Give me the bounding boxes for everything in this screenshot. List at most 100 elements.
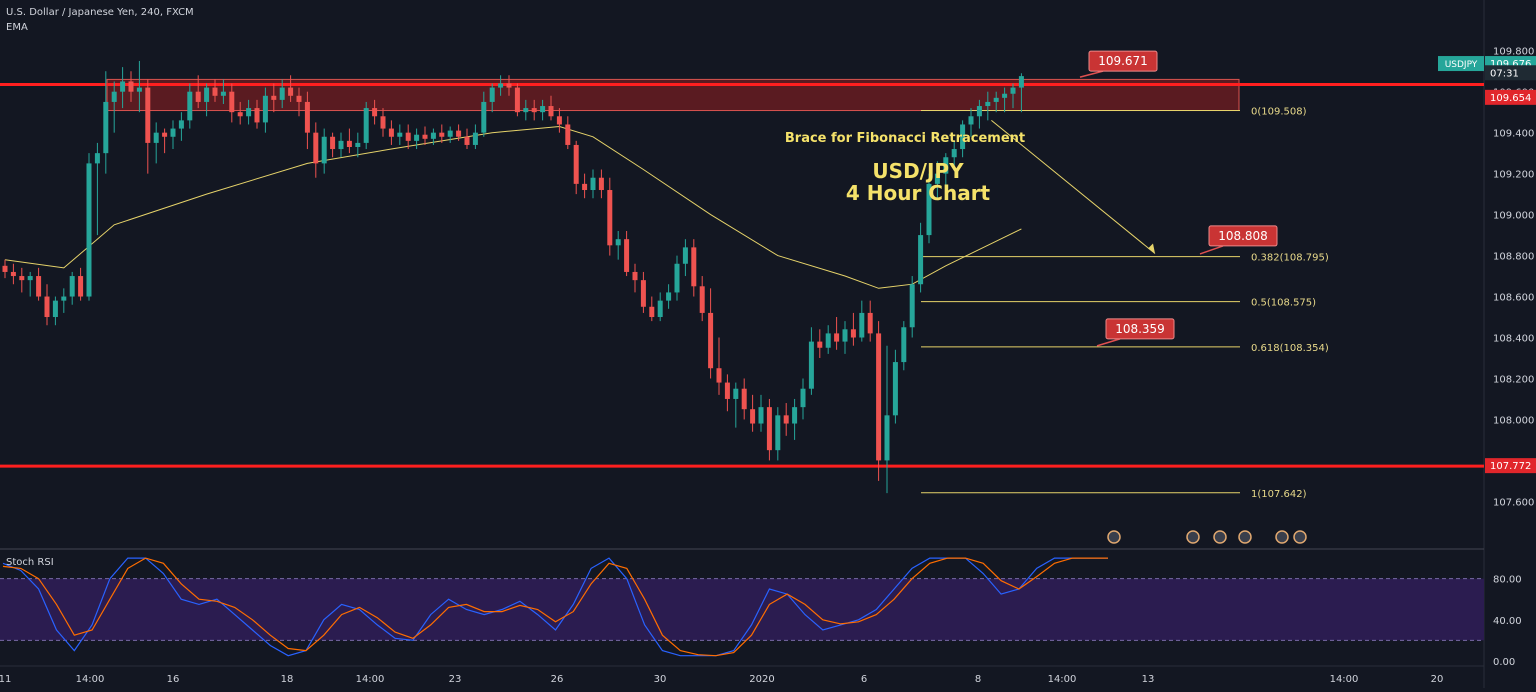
- candle-body: [153, 132, 159, 143]
- candle-body: [346, 140, 352, 147]
- x-tick-label: 14:00: [1330, 674, 1359, 685]
- x-tick-label: 11: [0, 674, 11, 685]
- headline-line-2: 4 Hour Chart: [846, 181, 991, 205]
- candle-body: [733, 388, 739, 399]
- candle-body: [405, 132, 411, 141]
- candle-body: [271, 95, 277, 100]
- price-tag-value: 07:31: [1490, 68, 1519, 79]
- candle-body: [111, 91, 117, 102]
- candle-body: [993, 97, 999, 102]
- candle-body: [506, 83, 512, 88]
- price-tag: [1485, 89, 1536, 105]
- candle-body: [582, 183, 588, 191]
- stoch-tick-label: 0.00: [1493, 657, 1515, 668]
- symbol-tag-label: USDJPY: [1445, 60, 1478, 70]
- event-flag-icon: [1213, 530, 1227, 544]
- y-tick-label: 107.600: [1493, 497, 1534, 508]
- x-tick-label: 6: [861, 674, 867, 685]
- candle-body: [750, 409, 756, 424]
- candle-body: [926, 183, 932, 236]
- event-flag-icon: [1107, 530, 1121, 544]
- fib-level-label: 0.382(108.795): [1251, 253, 1329, 264]
- candle-body: [607, 190, 613, 246]
- candle-body: [136, 87, 142, 92]
- candle-body: [2, 265, 8, 272]
- candle-body: [909, 284, 915, 328]
- x-tick-label: 14:00: [356, 674, 385, 685]
- callout-box: [1105, 318, 1175, 340]
- candle-body: [481, 101, 487, 133]
- candle-body: [19, 276, 25, 281]
- candle-body: [220, 91, 226, 96]
- candle-body: [808, 341, 814, 389]
- candle-body: [422, 134, 428, 139]
- candle-body: [523, 108, 529, 113]
- candle-body: [246, 108, 252, 117]
- candle-body: [61, 296, 67, 301]
- candle-body: [212, 87, 218, 96]
- candle-body: [1002, 93, 1008, 98]
- candle-body: [128, 81, 134, 92]
- x-tick-label: 14:00: [1048, 674, 1077, 685]
- candle-body: [976, 106, 982, 117]
- candle-body: [649, 306, 655, 318]
- candle-body: [262, 95, 268, 123]
- x-tick-label: 14:00: [76, 674, 105, 685]
- candle-body: [960, 124, 966, 150]
- candle-body: [27, 276, 33, 281]
- candle-body: [456, 130, 462, 137]
- stoch-d-line: [2, 557, 1108, 657]
- candle-body: [556, 116, 562, 125]
- callout-pointer: [1096, 338, 1121, 347]
- candle-body: [598, 177, 604, 191]
- retracement-arrow-head: [1148, 243, 1155, 254]
- x-tick-label: 2020: [749, 674, 774, 685]
- price-tag-value: 107.772: [1490, 461, 1531, 472]
- price-tag: [1485, 458, 1536, 474]
- candle-body: [565, 124, 571, 145]
- y-tick-label: 109.000: [1493, 211, 1534, 222]
- candle-body: [313, 132, 319, 164]
- candle-body: [380, 116, 386, 129]
- candle-body: [825, 333, 831, 348]
- event-flag-icon: [1186, 530, 1200, 544]
- x-tick-label: 20: [1431, 674, 1444, 685]
- candle-body: [758, 407, 764, 424]
- candle-body: [766, 407, 772, 451]
- candle-body: [338, 140, 344, 150]
- callout-label: 108.808: [1218, 229, 1268, 243]
- fib-level-label: 0.618(108.354): [1251, 343, 1329, 354]
- candle-body: [682, 247, 688, 264]
- fib-level-label: 0.5(108.575): [1251, 298, 1316, 309]
- candle-body: [573, 144, 579, 184]
- candle-body: [834, 333, 840, 342]
- event-flag-icon: [1293, 530, 1307, 544]
- candle-body: [498, 83, 504, 88]
- candle-body: [783, 415, 789, 424]
- ema-line: [4, 125, 1022, 289]
- candle-body: [52, 300, 58, 318]
- candle-body: [288, 87, 294, 96]
- headline-line-1: USD/JPY: [872, 159, 964, 183]
- candle-body: [388, 128, 394, 137]
- y-tick-label: 108.200: [1493, 374, 1534, 385]
- candle-body: [363, 108, 369, 143]
- candle-body: [699, 286, 705, 313]
- candle-body: [330, 136, 336, 150]
- candle-body: [1010, 87, 1016, 94]
- candle-body: [540, 106, 546, 113]
- candle-body: [472, 132, 478, 145]
- price-tag-value: 109.654: [1490, 93, 1531, 104]
- candle-body: [195, 91, 201, 102]
- callout-box: [1208, 225, 1278, 247]
- stoch-band: [0, 578, 1484, 641]
- candle-body: [657, 300, 663, 318]
- candle-body: [775, 415, 781, 451]
- candle-body: [120, 81, 126, 92]
- candle-body: [397, 132, 403, 137]
- candle-body: [86, 163, 92, 297]
- candle-body: [94, 153, 100, 164]
- x-tick-label: 13: [1142, 674, 1155, 685]
